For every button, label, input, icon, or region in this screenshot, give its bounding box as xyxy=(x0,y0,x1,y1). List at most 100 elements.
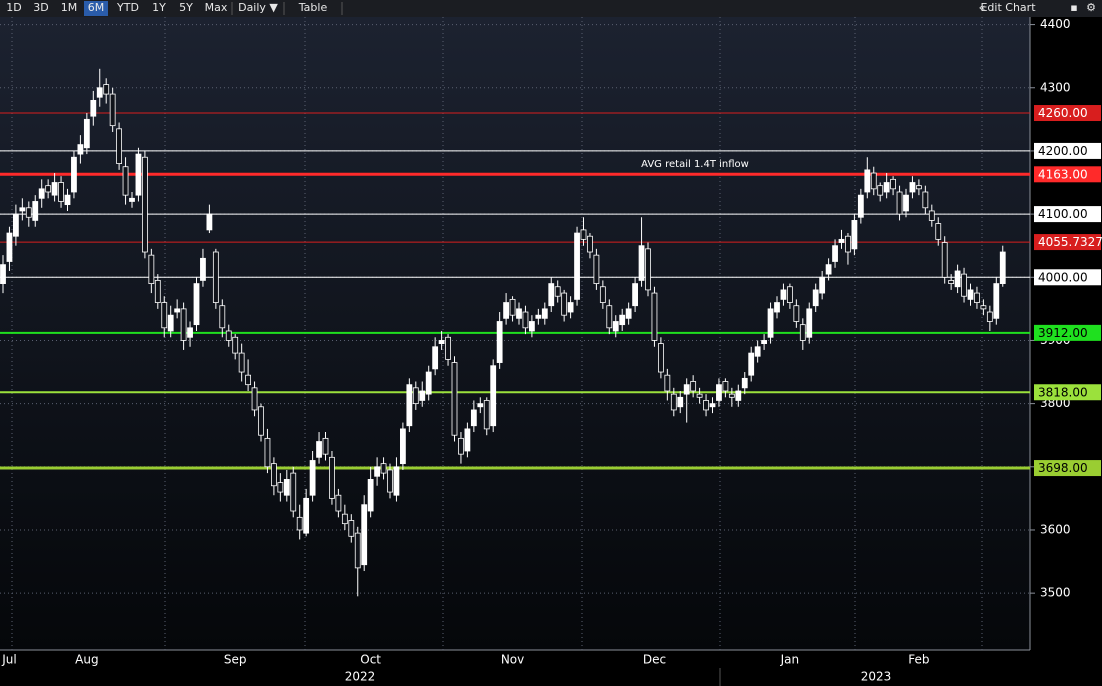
candle-body xyxy=(799,324,806,341)
candle-body xyxy=(283,479,290,496)
candle-body xyxy=(916,185,922,190)
candle-body xyxy=(374,466,381,477)
settings-icon[interactable]: ⚙ xyxy=(1086,1,1096,14)
candle-body xyxy=(812,289,819,307)
candle-body xyxy=(683,384,690,395)
range-button[interactable]: 6M xyxy=(88,1,105,14)
level-label-box xyxy=(1034,105,1101,122)
candle-body xyxy=(503,302,510,319)
candle-body xyxy=(632,283,638,307)
candle-body xyxy=(696,393,703,398)
candle-body xyxy=(677,396,684,408)
level-label-box xyxy=(1034,142,1101,159)
candle-body xyxy=(309,460,316,496)
level-label: 3912.00 xyxy=(1038,326,1088,340)
candle-body xyxy=(909,182,916,193)
candle-body xyxy=(825,264,832,275)
candle-body xyxy=(735,390,742,401)
candle-body xyxy=(129,197,135,202)
candles xyxy=(0,68,1006,597)
candle-body xyxy=(574,232,580,300)
candle-body xyxy=(651,292,658,341)
candle-body xyxy=(883,182,890,193)
candle-body xyxy=(174,308,181,313)
x-tick-label: Jan xyxy=(780,653,800,667)
range-button[interactable]: 1Y xyxy=(152,1,166,14)
candle-body xyxy=(896,191,903,215)
candle-body xyxy=(322,437,329,455)
table-button[interactable]: Table xyxy=(298,1,328,14)
candle-body xyxy=(393,466,400,496)
candle-body xyxy=(967,289,974,300)
candle-body xyxy=(329,456,335,499)
candle-body xyxy=(845,235,851,253)
range-button[interactable]: 3D xyxy=(33,1,48,14)
candle-body xyxy=(516,308,522,319)
edit-chart-button[interactable]: Edit Chart xyxy=(980,1,1036,14)
candle-body xyxy=(348,520,355,537)
range-button[interactable]: YTD xyxy=(116,1,139,14)
candle-body xyxy=(399,428,406,465)
candle-body xyxy=(567,302,574,313)
candle-body xyxy=(580,229,587,240)
x-axis: Jul Aug Sep Oct Nov Dec Jan Feb xyxy=(1,653,929,667)
candle-body xyxy=(167,314,174,332)
candle-body xyxy=(296,516,303,531)
candle-body xyxy=(6,232,13,262)
candle-body xyxy=(445,336,451,360)
candle-body xyxy=(225,330,232,341)
level-label: 3698.00 xyxy=(1038,461,1088,475)
candle-body xyxy=(232,336,239,354)
range-button[interactable]: Max xyxy=(205,1,228,14)
candle-body xyxy=(148,254,155,284)
candle-body xyxy=(670,393,677,411)
candle-body xyxy=(548,283,555,307)
range-button[interactable]: 5Y xyxy=(179,1,193,14)
candle-body xyxy=(664,374,671,392)
level-label-box xyxy=(1034,234,1101,251)
candle-body xyxy=(509,298,516,316)
candle-body xyxy=(483,400,490,430)
candle-body xyxy=(264,437,271,468)
candle-body xyxy=(496,321,503,363)
interval-dropdown[interactable]: Daily ▼ xyxy=(238,1,278,14)
candle-body xyxy=(716,384,722,401)
level-label-box xyxy=(1034,206,1101,223)
candle-body xyxy=(406,384,413,427)
candle-body xyxy=(593,254,600,284)
x-tick-label: Aug xyxy=(75,653,98,667)
collapse-icon[interactable]: « xyxy=(979,1,986,14)
candle-body xyxy=(109,93,116,127)
candle-body xyxy=(316,441,322,458)
candle-body xyxy=(561,292,568,316)
range-button[interactable]: 1M xyxy=(61,1,78,14)
candle-body xyxy=(709,403,716,408)
lock-icon[interactable]: ▪ xyxy=(1070,1,1077,14)
candle-body xyxy=(761,340,767,345)
candle-body xyxy=(38,188,45,199)
candle-body xyxy=(535,314,542,319)
y-tick-label: 4400 xyxy=(1040,17,1071,31)
candle-body xyxy=(83,118,90,149)
year-label: 2023 xyxy=(861,670,892,684)
candle-body xyxy=(12,213,19,237)
toolbar-buttons: 1D 3D 1M 6M YTD 1Y 5Y Max Daily ▼ Table xyxy=(6,1,343,16)
candle-body xyxy=(787,286,793,303)
candle-body xyxy=(935,223,942,240)
x-tick-label: Oct xyxy=(360,653,381,667)
range-button[interactable]: 1D xyxy=(6,1,21,14)
candle-body xyxy=(25,207,32,218)
x-tick-label: Jul xyxy=(1,653,16,667)
candle-body xyxy=(851,220,858,250)
candle-body xyxy=(19,207,26,212)
candle-body xyxy=(928,210,935,221)
candle-body xyxy=(71,156,77,193)
candle-body xyxy=(154,280,161,303)
candle-body xyxy=(367,479,374,512)
candle-body xyxy=(522,311,529,329)
candle-body xyxy=(554,286,561,297)
candle-body xyxy=(432,346,439,370)
candle-body xyxy=(341,513,348,525)
candle-body xyxy=(529,321,535,332)
